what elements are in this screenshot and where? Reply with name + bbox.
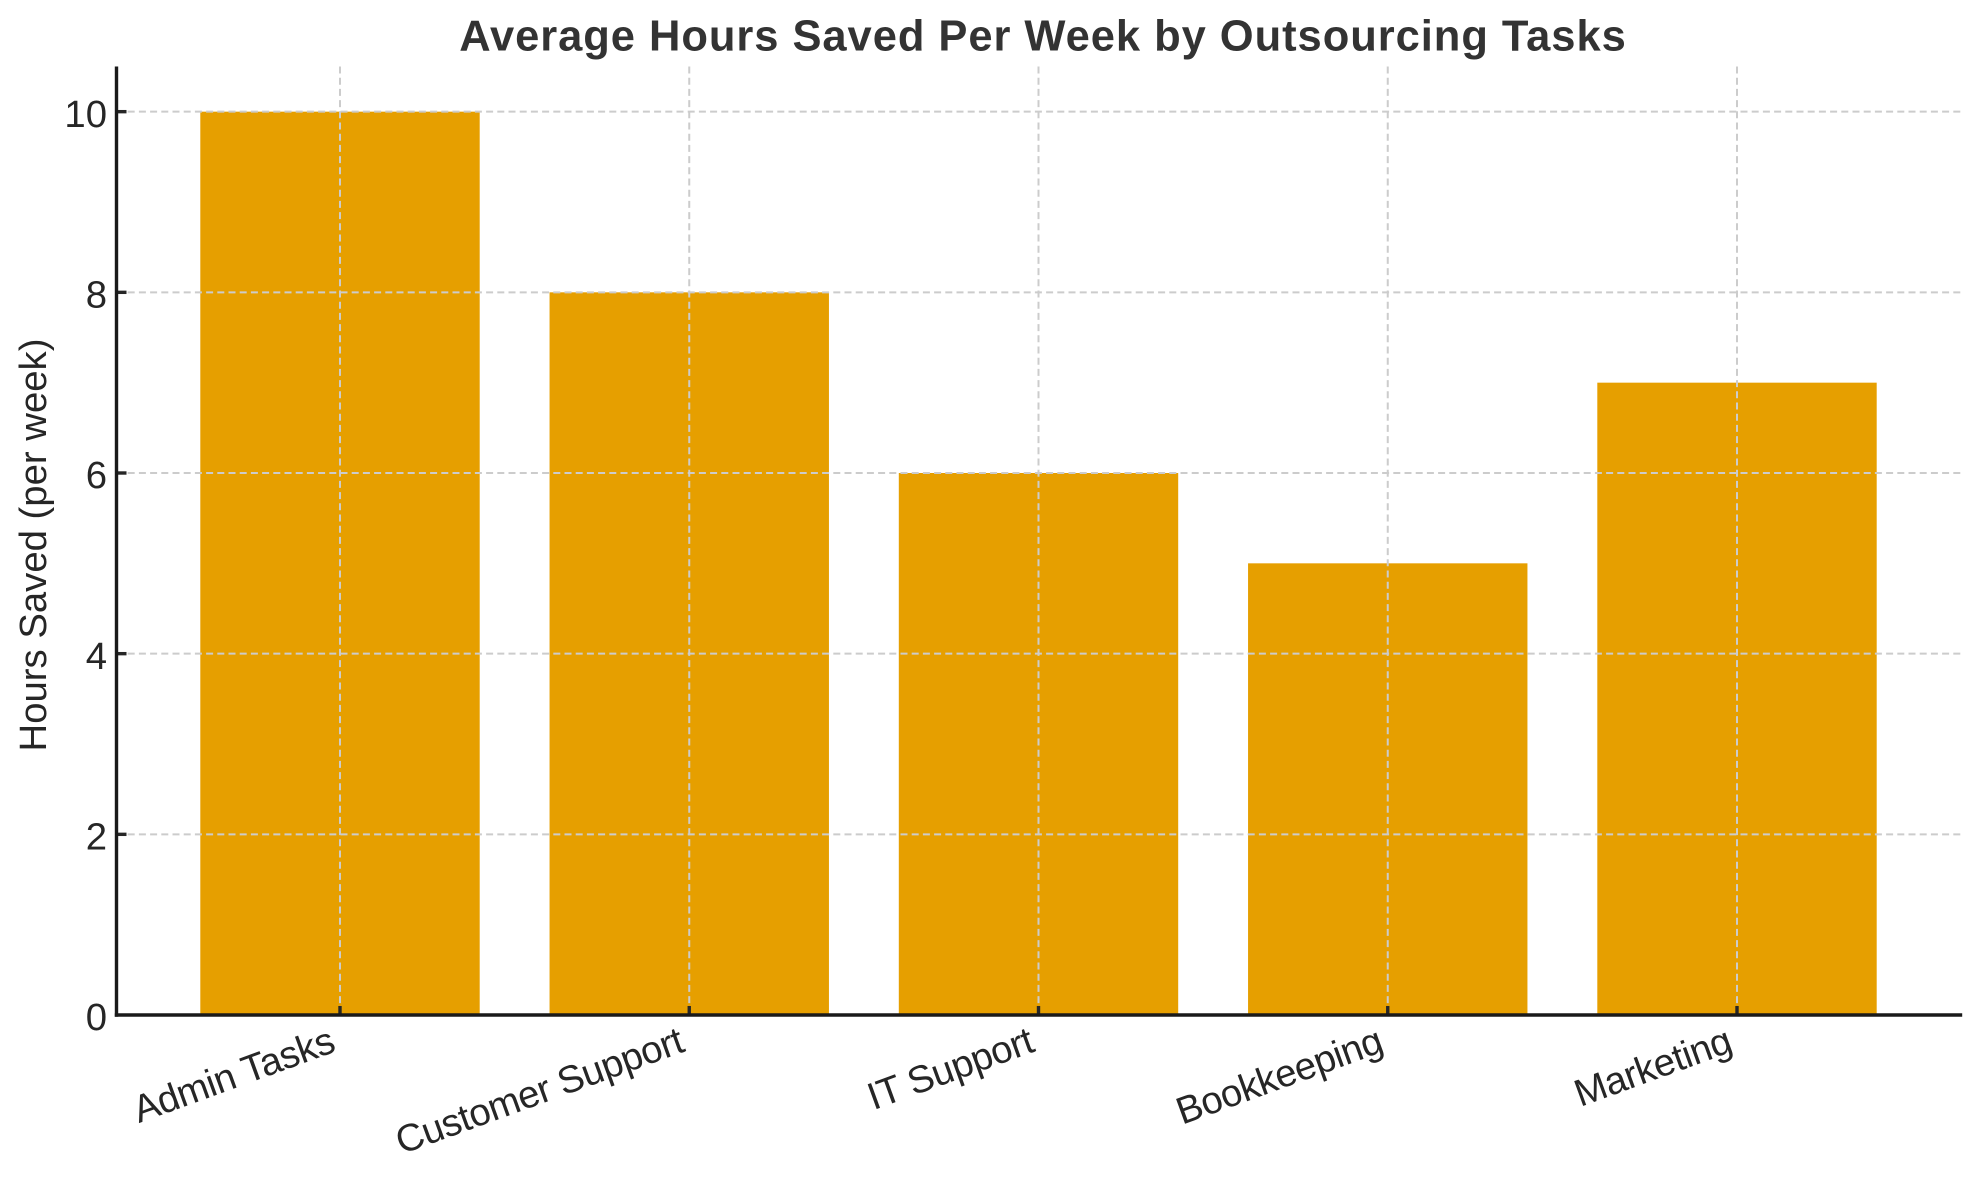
svg-text:6: 6 (86, 454, 107, 497)
svg-text:0: 0 (86, 996, 107, 1039)
svg-text:2: 2 (86, 816, 107, 859)
svg-text:10: 10 (64, 93, 107, 136)
svg-text:8: 8 (86, 274, 107, 317)
svg-text:Hours Saved (per week): Hours Saved (per week) (12, 339, 55, 752)
svg-text:4: 4 (86, 635, 107, 678)
svg-text:Average Hours Saved Per Week b: Average Hours Saved Per Week by Outsourc… (459, 13, 1627, 61)
